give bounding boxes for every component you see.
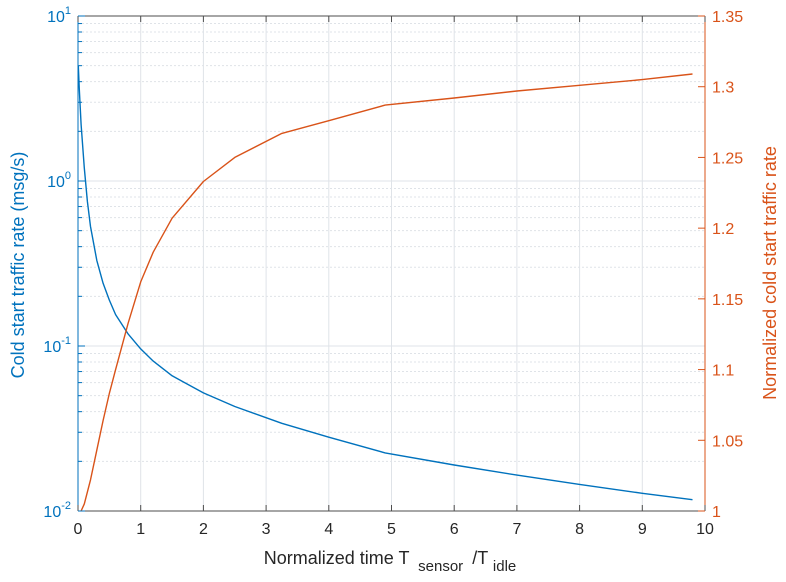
cold-start-rate-line [77, 65, 693, 501]
y-left-tick-exponent: 1 [65, 5, 71, 17]
y-right-tick-label: 1.05 [712, 433, 743, 450]
y-left-tick-base: 10 [43, 339, 61, 356]
y-axis-right-title: Normalized cold start traffic rate [760, 146, 780, 400]
x-axis-title-main: Normalized time T [264, 548, 410, 568]
x-tick-label: 0 [74, 521, 83, 538]
y-right-tick-label: 1.1 [712, 363, 734, 380]
labels-layer: Cold start traffic rate (msg/s) Normaliz… [8, 146, 780, 575]
x-tick-label: 2 [199, 521, 208, 538]
y-left-tick-label: 10-2 [43, 500, 71, 521]
x-axis-title: Normalized time T sensor /T idle [264, 548, 517, 575]
y-left-tick-exponent: -2 [61, 500, 71, 512]
y-right-tick-label: 1.35 [712, 9, 743, 26]
x-tick-label: 4 [324, 521, 333, 538]
x-tick-label: 5 [387, 521, 396, 538]
grid-layer [78, 16, 705, 511]
y-right-tick-label: 1.15 [712, 292, 743, 309]
x-tick-label: 6 [450, 521, 459, 538]
y-axis-left-title: Cold start traffic rate (msg/s) [8, 152, 28, 379]
y-right-tick-label: 1.3 [712, 80, 734, 97]
x-tick-label: 1 [136, 521, 145, 538]
y-left-tick-exponent: 0 [65, 170, 71, 182]
y-left-tick-base: 10 [43, 504, 61, 521]
x-axis-title-sub2: idle [493, 558, 516, 575]
x-tick-label: 10 [696, 521, 714, 538]
x-axis-title-slash: /T [472, 548, 488, 568]
y-left-tick-label: 100 [47, 170, 71, 191]
y-left-tick-label: 101 [47, 5, 71, 26]
y-right-tick-label: 1 [712, 504, 721, 521]
x-axis-title-sub1: sensor [418, 558, 463, 575]
x-tick-label: 9 [638, 521, 647, 538]
y-right-tick-label: 1.25 [712, 150, 743, 167]
y-left-tick-base: 10 [47, 174, 65, 191]
y-left-tick-base: 10 [47, 9, 65, 26]
series-layer [77, 65, 693, 512]
normalized-rate-line [80, 73, 693, 512]
y-left-tick-label: 10-1 [43, 335, 71, 356]
x-tick-label: 7 [512, 521, 521, 538]
x-tick-label: 8 [575, 521, 584, 538]
y-right-tick-label: 1.2 [712, 221, 734, 238]
y-left-tick-exponent: -1 [61, 335, 71, 347]
x-tick-label: 3 [262, 521, 271, 538]
axes-layer: 0 1 2 3 4 5 6 7 8 9 1010110010-110-21.351.31.251.2… [43, 5, 743, 538]
